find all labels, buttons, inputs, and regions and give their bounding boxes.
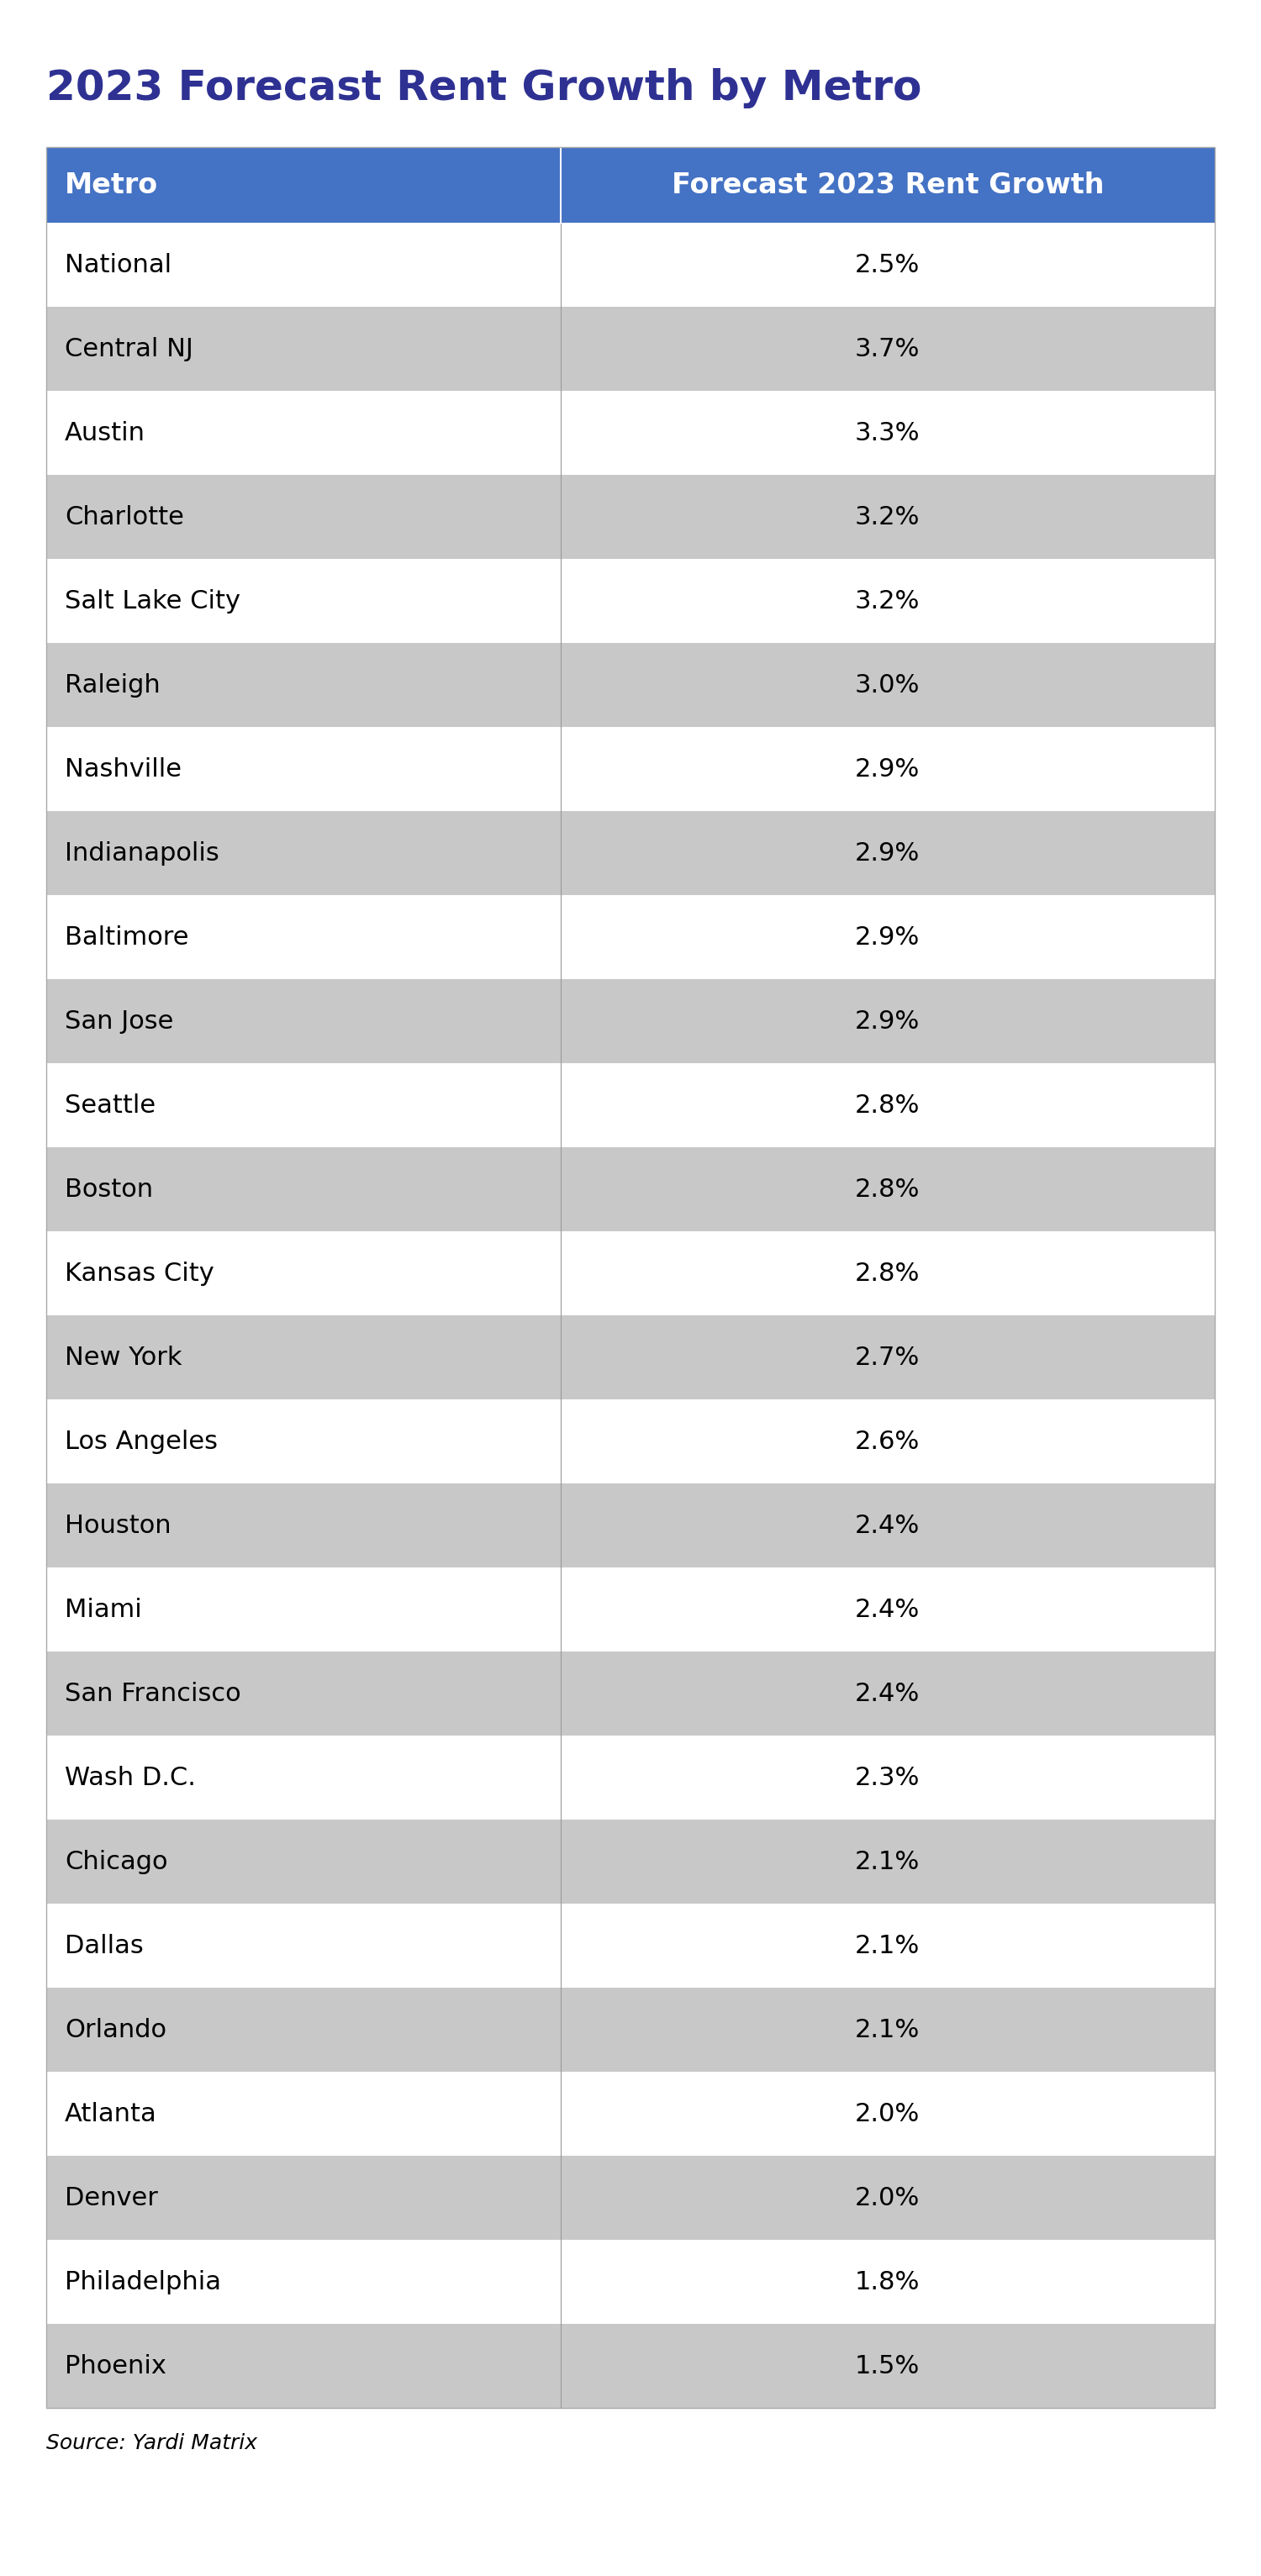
Bar bbox=[47, 1566, 1214, 1651]
Text: 3.0%: 3.0% bbox=[855, 672, 921, 698]
Bar bbox=[47, 1231, 1214, 1316]
Text: Central NJ: Central NJ bbox=[64, 337, 193, 361]
Text: Orlando: Orlando bbox=[64, 2017, 166, 2043]
Bar bbox=[47, 1651, 1214, 1736]
Text: 2.4%: 2.4% bbox=[855, 1512, 921, 1538]
Text: 2.1%: 2.1% bbox=[855, 2017, 921, 2043]
Text: 2.8%: 2.8% bbox=[855, 1262, 921, 1285]
Bar bbox=[47, 2324, 1214, 2409]
Bar bbox=[47, 811, 1214, 894]
Text: Kansas City: Kansas City bbox=[64, 1262, 214, 1285]
Text: National: National bbox=[64, 252, 171, 278]
Text: 2.0%: 2.0% bbox=[855, 2184, 921, 2210]
Text: Charlotte: Charlotte bbox=[64, 505, 184, 528]
Bar bbox=[47, 2239, 1214, 2324]
Text: Los Angeles: Los Angeles bbox=[64, 1430, 218, 1453]
Text: Chicago: Chicago bbox=[64, 1850, 168, 1873]
Text: 2.6%: 2.6% bbox=[855, 1430, 921, 1453]
Text: 1.8%: 1.8% bbox=[855, 2269, 921, 2295]
Text: Metro: Metro bbox=[64, 170, 158, 198]
Text: 2.9%: 2.9% bbox=[855, 757, 921, 781]
Text: Phoenix: Phoenix bbox=[64, 2354, 166, 2378]
Text: 3.3%: 3.3% bbox=[855, 420, 921, 446]
Bar bbox=[47, 1146, 1214, 1231]
Text: 2.1%: 2.1% bbox=[855, 1850, 921, 1873]
Bar bbox=[47, 1989, 1214, 2071]
Text: Forecast 2023 Rent Growth: Forecast 2023 Rent Growth bbox=[671, 170, 1103, 198]
Text: 2.5%: 2.5% bbox=[855, 252, 921, 278]
Text: 3.2%: 3.2% bbox=[855, 505, 921, 528]
Text: 2023 Forecast Rent Growth by Metro: 2023 Forecast Rent Growth by Metro bbox=[47, 67, 922, 108]
Text: Seattle: Seattle bbox=[64, 1092, 155, 1118]
Bar bbox=[47, 1484, 1214, 1566]
Text: 2.0%: 2.0% bbox=[855, 2102, 921, 2125]
Text: 1.5%: 1.5% bbox=[855, 2354, 921, 2378]
Text: 2.9%: 2.9% bbox=[855, 1010, 921, 1033]
Text: Atlanta: Atlanta bbox=[64, 2102, 156, 2125]
Text: New York: New York bbox=[64, 1345, 182, 1370]
Text: Salt Lake City: Salt Lake City bbox=[64, 590, 241, 613]
Bar bbox=[47, 392, 1214, 474]
Text: 2.3%: 2.3% bbox=[855, 1765, 921, 1790]
Text: 2.4%: 2.4% bbox=[855, 1597, 921, 1623]
Text: Philadelphia: Philadelphia bbox=[64, 2269, 221, 2295]
Bar bbox=[47, 1904, 1214, 1989]
Text: Denver: Denver bbox=[64, 2184, 158, 2210]
Bar bbox=[47, 474, 1214, 559]
Text: Raleigh: Raleigh bbox=[64, 672, 160, 698]
Text: San Jose: San Jose bbox=[64, 1010, 174, 1033]
Text: 2.9%: 2.9% bbox=[855, 840, 921, 866]
Bar bbox=[47, 1399, 1214, 1484]
Text: 2.7%: 2.7% bbox=[855, 1345, 921, 1370]
Text: 2.8%: 2.8% bbox=[855, 1092, 921, 1118]
Bar bbox=[47, 307, 1214, 392]
Bar bbox=[47, 1064, 1214, 1146]
Text: 2.4%: 2.4% bbox=[855, 1682, 921, 1705]
Text: Dallas: Dallas bbox=[64, 1935, 144, 1958]
Text: Indianapolis: Indianapolis bbox=[64, 840, 219, 866]
Text: Baltimore: Baltimore bbox=[64, 925, 189, 951]
Text: San Francisco: San Francisco bbox=[64, 1682, 241, 1705]
Bar bbox=[47, 559, 1214, 644]
Bar bbox=[47, 644, 1214, 726]
Text: Miami: Miami bbox=[64, 1597, 141, 1623]
Bar bbox=[47, 2156, 1214, 2239]
Bar bbox=[47, 147, 1214, 222]
Text: 2.8%: 2.8% bbox=[855, 1177, 921, 1200]
Bar bbox=[47, 1316, 1214, 1399]
Text: Source: Yardi Matrix: Source: Yardi Matrix bbox=[47, 2434, 257, 2452]
Bar bbox=[47, 2071, 1214, 2156]
Bar bbox=[47, 147, 1214, 2409]
Text: Boston: Boston bbox=[64, 1177, 153, 1200]
Text: 2.1%: 2.1% bbox=[855, 1935, 921, 1958]
Text: Nashville: Nashville bbox=[64, 757, 182, 781]
Bar bbox=[47, 1736, 1214, 1819]
Bar bbox=[47, 979, 1214, 1064]
Bar bbox=[47, 222, 1214, 307]
Text: 3.2%: 3.2% bbox=[855, 590, 921, 613]
Text: Wash D.C.: Wash D.C. bbox=[64, 1765, 195, 1790]
Text: Houston: Houston bbox=[64, 1512, 171, 1538]
Bar bbox=[47, 1819, 1214, 1904]
Text: 3.7%: 3.7% bbox=[855, 337, 921, 361]
Text: 2.9%: 2.9% bbox=[855, 925, 921, 951]
Text: Austin: Austin bbox=[64, 420, 145, 446]
Bar bbox=[47, 894, 1214, 979]
Bar bbox=[47, 726, 1214, 811]
